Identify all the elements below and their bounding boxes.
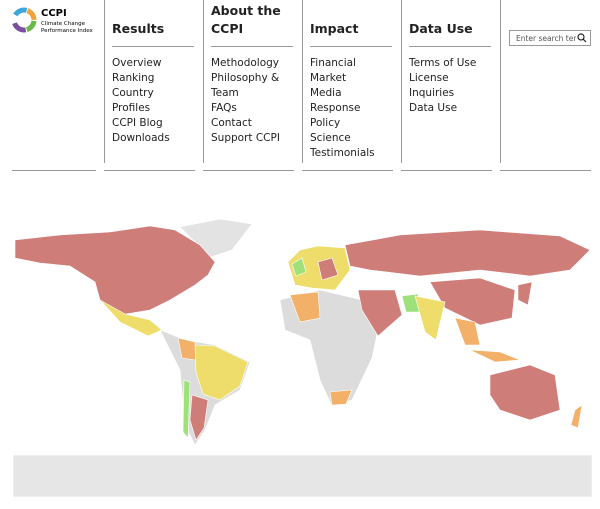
nav-link[interactable]: Philosophy & Team — [211, 72, 280, 99]
divider — [203, 0, 204, 163]
nav-column: About the CCPI Methodology Philosophy & Te… — [203, 0, 297, 171]
nav-link[interactable]: Ranking — [112, 72, 155, 84]
south-africa — [329, 389, 353, 406]
nav-link[interactable]: Media Response — [310, 87, 361, 114]
logo-title: CCPI — [41, 8, 67, 19]
nav-link[interactable]: Overview — [112, 57, 162, 69]
nav-heading[interactable]: Impact — [310, 0, 392, 47]
europe-green — [291, 257, 307, 277]
india — [414, 295, 446, 341]
nav-link[interactable]: CCPI Blog — [112, 117, 163, 129]
logo[interactable]: CCPI Climate Change Performance Index — [10, 4, 100, 40]
divider — [203, 170, 294, 171]
nav-heading[interactable]: Data Use — [409, 0, 491, 47]
search-icon[interactable] — [577, 33, 587, 43]
divider — [500, 170, 591, 171]
nav-link[interactable]: Testimonials — [310, 147, 375, 159]
new-zealand — [570, 404, 583, 429]
nav-link[interactable]: Methodology — [211, 57, 280, 69]
russia — [344, 229, 591, 277]
indonesia — [469, 349, 521, 363]
southeast-asia — [454, 317, 481, 346]
nav-links: Methodology Philosophy & Team FAQs Contact S… — [211, 56, 297, 146]
logo-line: Performance Index — [41, 28, 93, 34]
nav-links: Terms of Use License Inquiries Data Use — [409, 56, 495, 116]
nav-link[interactable]: Contact — [211, 117, 252, 129]
europe-red — [317, 257, 339, 281]
divider — [12, 170, 96, 171]
japan — [517, 281, 533, 306]
australia — [489, 364, 561, 421]
nav-heading[interactable]: About the CCPI — [211, 0, 293, 47]
nav-link[interactable]: Data Use — [409, 102, 458, 114]
brazil — [194, 344, 249, 401]
divider — [104, 170, 195, 171]
nav-links: Overview Ranking Country Profiles CCPI Blog… — [112, 56, 198, 146]
divider — [401, 170, 492, 171]
nav-link[interactable]: Policy — [310, 117, 341, 129]
nav-column: Impact Financial Market Media Response Poli… — [302, 0, 396, 171]
nav-link[interactable]: Support CCPI — [211, 132, 280, 144]
divider — [500, 0, 501, 163]
nav-link[interactable]: Downloads — [112, 132, 170, 144]
nav-links: Financial Market Media Response Policy Scie… — [310, 56, 396, 161]
divider — [104, 0, 105, 163]
nav-link[interactable]: Terms of Use — [409, 57, 477, 69]
nav-link[interactable]: License Inquiries — [409, 72, 455, 99]
nav-heading[interactable]: Results — [112, 0, 194, 47]
mexico — [99, 299, 163, 337]
nav-link[interactable]: FAQs — [211, 102, 237, 114]
nav-link[interactable]: Financial Market — [310, 57, 356, 84]
argentina — [189, 394, 209, 441]
middle-east — [357, 289, 403, 337]
nav-link[interactable]: Country Profiles — [112, 87, 154, 114]
logo-line: Climate Change — [41, 21, 86, 27]
europe — [287, 245, 351, 291]
divider — [302, 170, 393, 171]
algeria — [289, 291, 321, 323]
china — [429, 277, 516, 326]
antarctica — [13, 454, 593, 498]
chile — [182, 379, 191, 439]
nav-column: Results Overview Ranking Country Profiles CC… — [104, 0, 198, 171]
nav-link[interactable]: Science — [310, 132, 351, 144]
world-map — [13, 218, 593, 498]
divider — [302, 0, 303, 163]
north-america — [14, 225, 216, 316]
nav-column: Data Use Terms of Use License Inquiries Dat… — [401, 0, 495, 171]
search-input[interactable] — [509, 30, 591, 46]
divider — [401, 0, 402, 163]
